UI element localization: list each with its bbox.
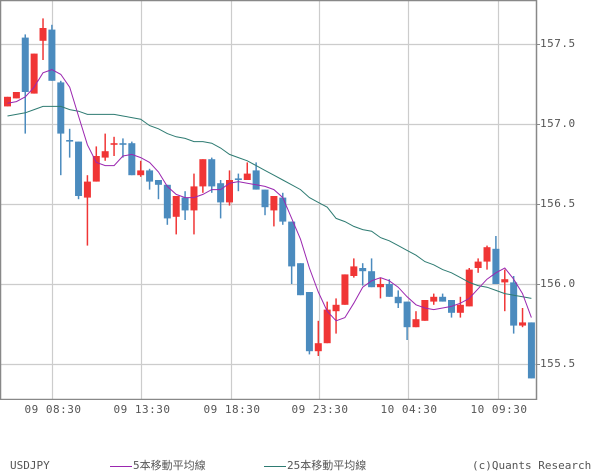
plot-border (0, 0, 538, 400)
candle-down (57, 82, 65, 134)
x-tick-label: 10 04:30 (380, 403, 438, 416)
legend-ma25-label: 25本移動平均線 (287, 459, 367, 472)
grid-lines (0, 0, 540, 400)
candle-up (332, 304, 340, 312)
candle-up (110, 143, 118, 145)
candlestick-chart (0, 0, 540, 400)
x-tick-label: 09 23:30 (291, 403, 349, 416)
copyright-text: (c)Quants Research (472, 459, 592, 472)
candle-down (359, 268, 367, 272)
y-tick-label: 157.0 (540, 117, 576, 130)
candle-down (128, 143, 136, 176)
candle-down (492, 248, 500, 284)
candle-down (403, 301, 411, 328)
candle-down (305, 292, 313, 352)
candle-down (154, 180, 162, 185)
candle-down (394, 296, 402, 304)
candle-down (181, 197, 189, 211)
candles (4, 18, 535, 379)
candle-down (66, 140, 74, 142)
y-tick-label: 156.0 (540, 277, 576, 290)
candle-up (92, 156, 100, 182)
candle-up (83, 181, 91, 198)
candle-up (137, 170, 145, 176)
candle-up (4, 96, 11, 107)
candle-up (172, 196, 180, 217)
candle-up (101, 151, 109, 158)
candle-down (146, 170, 154, 182)
ma5-swatch-icon (110, 465, 132, 467)
candle-down (288, 221, 296, 267)
candle-up (199, 159, 207, 187)
candle-down (368, 271, 376, 288)
candle-up (190, 186, 198, 211)
candle-up (465, 269, 473, 307)
candle-down (217, 183, 225, 203)
legend-ma25: 25本移動平均線 (264, 459, 366, 473)
candle-up (314, 343, 322, 352)
candle-down (163, 184, 171, 219)
candle-up (501, 279, 509, 283)
candle-up (376, 284, 384, 288)
candle-up (519, 322, 527, 326)
candle-up (243, 173, 251, 180)
candle-up (12, 92, 20, 99)
candle-up (474, 261, 482, 268)
legend-ma5-label: 5本移動平均線 (133, 459, 206, 472)
y-tick-label: 157.5 (540, 37, 576, 50)
x-tick-label: 10 09:30 (470, 403, 528, 416)
candle-down (439, 296, 447, 302)
ma25-swatch-icon (264, 465, 286, 467)
y-tick-label: 155.5 (540, 357, 576, 370)
symbol-text: USDJPY (10, 459, 50, 472)
candle-down (234, 178, 242, 180)
candle-up (456, 304, 464, 313)
candle-up (412, 319, 420, 328)
candle-up (39, 28, 47, 41)
symbol-label: USDJPY (10, 459, 50, 473)
candle-up (483, 247, 491, 262)
legend-ma5: 5本移動平均線 (110, 459, 206, 473)
candle-down (385, 284, 393, 297)
candle-down (208, 159, 216, 187)
x-tick-label: 09 08:30 (24, 403, 82, 416)
candle-down (510, 282, 518, 326)
x-tick-label: 09 18:30 (203, 403, 261, 416)
candle-down (527, 322, 535, 379)
candle-down (21, 37, 29, 92)
candle-down (119, 143, 127, 145)
candle-down (261, 189, 269, 208)
candle-down (297, 263, 305, 296)
candle-up (430, 296, 438, 302)
candle-up (323, 309, 331, 344)
candle-up (350, 266, 358, 276)
candle-up (226, 180, 233, 203)
candle-down (252, 170, 260, 190)
copyright: (c)Quants Research (472, 459, 591, 473)
candle-up (270, 196, 278, 211)
x-tick-label: 09 13:30 (113, 403, 171, 416)
candle-up (421, 300, 429, 321)
candle-down (48, 29, 56, 81)
ma5-line (7, 69, 532, 322)
candle-down (279, 197, 287, 222)
candle-down (75, 141, 83, 196)
candle-up (341, 274, 349, 305)
ma25-line (7, 105, 532, 299)
candle-up (30, 53, 38, 94)
y-tick-label: 156.5 (540, 197, 576, 210)
